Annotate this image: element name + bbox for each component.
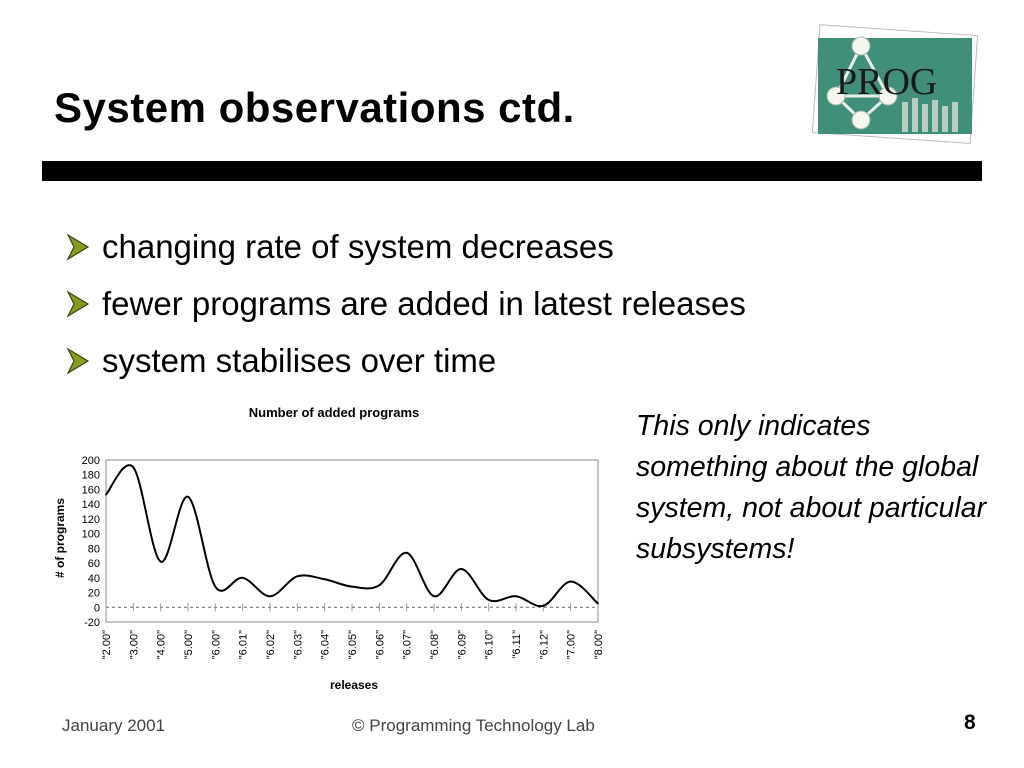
chart-title: Number of added programs: [249, 405, 419, 420]
arrow-bullet-icon: [66, 346, 90, 375]
y-tick-label: 80: [88, 543, 100, 555]
x-tick-label: "6.07": [402, 630, 414, 659]
arrow-bullet-icon: [66, 289, 90, 318]
series-line: [105, 464, 599, 608]
data-point: [460, 568, 463, 570]
x-tick-label: "6.00": [210, 630, 222, 659]
y-tick-label: 0: [94, 602, 100, 614]
y-tick-label: 120: [82, 514, 100, 526]
x-tick-label: "5.00": [183, 630, 195, 659]
x-tick-label: "6.02": [265, 630, 277, 659]
y-tick-label: 160: [82, 484, 100, 496]
added-programs-chart: Number of added programs # of programs r…: [53, 405, 605, 692]
data-point: [187, 496, 189, 498]
page-number: 8: [964, 711, 976, 734]
data-point: [159, 560, 162, 563]
arrow-bullet-icon: [66, 232, 90, 261]
data-point: [296, 575, 299, 578]
data-point: [323, 578, 326, 581]
y-tick-label: 100: [82, 529, 100, 541]
y-tick-label: -20: [84, 617, 100, 629]
bullet-list: changing rate of system decreases fewer …: [64, 218, 746, 389]
data-point: [105, 493, 107, 496]
prog-logo: PROG: [806, 24, 982, 148]
slide-title: System observations ctd.: [54, 84, 575, 131]
plot-area: [105, 459, 599, 623]
footer-date: January 2001: [62, 716, 166, 735]
bullet-text: fewer programs are added in latest relea…: [102, 284, 746, 322]
x-tick-label: "6.08": [429, 630, 441, 659]
y-tick-label: 60: [88, 558, 100, 570]
data-point: [433, 595, 435, 598]
data-point: [269, 595, 271, 598]
x-tick-label: "6.06": [374, 630, 386, 659]
bullet-text: changing rate of system decreases: [102, 227, 614, 265]
x-tick-label: "6.04": [320, 630, 332, 659]
x-tick-label: "2.00": [101, 630, 113, 659]
x-tick-label: "7.00": [566, 630, 578, 659]
x-tick-label: "8.00": [593, 630, 605, 659]
bullet-item: system stabilises over time: [64, 332, 746, 389]
x-tick-label: "6.09": [456, 630, 468, 659]
data-point: [569, 580, 572, 583]
data-point: [351, 585, 353, 588]
title-divider: [42, 161, 982, 181]
x-tick-label: "6.10": [484, 630, 496, 659]
data-point: [241, 577, 244, 579]
data-point: [378, 584, 381, 586]
logo-text: PROG: [836, 61, 937, 103]
y-tick-label: 200: [82, 455, 100, 467]
x-tick-label: "3.00": [128, 630, 140, 659]
bullet-text: system stabilises over time: [102, 341, 497, 379]
x-tick-label: "6.05": [347, 630, 359, 659]
y-tick-label: 40: [88, 573, 100, 585]
x-tick-label: "6.12": [538, 630, 550, 659]
data-point: [487, 599, 490, 601]
bullet-item: changing rate of system decreases: [64, 218, 746, 275]
x-tick-label: "6.03": [292, 630, 304, 659]
chart-y-axis-label: # of programs: [53, 498, 67, 578]
y-tick-label: 20: [88, 588, 100, 600]
bullet-item: fewer programs are added in latest relea…: [64, 275, 746, 332]
data-point: [542, 605, 545, 607]
data-point: [214, 585, 217, 588]
side-note: This only indicates something about the …: [636, 410, 987, 565]
y-tick-label: 180: [82, 470, 100, 482]
data-point: [515, 595, 517, 598]
x-tick-label: "6.11": [511, 630, 523, 658]
x-tick-label: "4.00": [156, 630, 168, 659]
data-point: [405, 551, 408, 554]
data-point: [132, 466, 135, 469]
x-tick-label: "6.01": [238, 630, 250, 659]
y-tick-label: 140: [82, 499, 100, 511]
footer-copyright: © Programming Technology Lab: [352, 716, 595, 735]
data-point: [597, 602, 599, 605]
chart-x-axis-label: releases: [330, 678, 378, 692]
